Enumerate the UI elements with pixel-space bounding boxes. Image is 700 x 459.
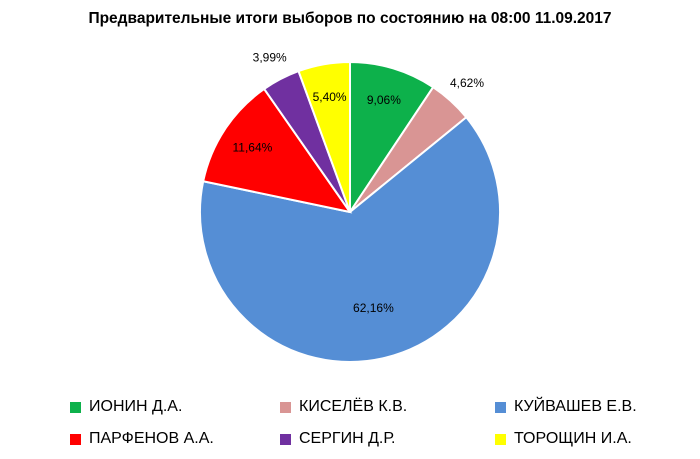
legend-item-ionin: ИОНИН Д.А.: [70, 398, 280, 416]
legend-item-toroshchin: ТОРОЩИН И.А.: [495, 430, 670, 448]
legend-label: КИСЕЛЁВ К.В.: [299, 398, 408, 415]
pie-slice-ionin: [349, 60, 435, 216]
data-label-kiselev: 4,62%: [450, 76, 484, 90]
legend-swatch: [280, 433, 291, 445]
data-label-kuyvashev: 62,16%: [353, 301, 394, 315]
data-label-toroshchin: 5,40%: [313, 90, 347, 104]
legend-swatch: [495, 433, 506, 445]
legend-label: ТОРОЩИН И.А.: [514, 430, 632, 447]
legend-swatch: [280, 401, 291, 413]
data-label-ionin: 9,06%: [367, 93, 401, 107]
legend-label: ПАРФЕНОВ А.А.: [89, 430, 214, 447]
chart-legend: ИОНИН Д.А. КИСЕЛЁВ К.В. КУЙВАШЕВ Е.В. ПА…: [70, 398, 670, 448]
pie-chart: 9,06% 4,62% 62,16% 11,64% 3,99% 5,40%: [198, 51, 501, 363]
chart-title: Предварительные итоги выборов по состоян…: [88, 10, 612, 27]
pie-slice-parfenov: [202, 87, 353, 214]
legend-label: СЕРГИН Д.Р.: [299, 430, 396, 447]
data-label-sergin: 3,99%: [253, 51, 287, 65]
legend-item-kiselev: КИСЕЛЁВ К.В.: [280, 398, 495, 416]
legend-swatch: [70, 433, 81, 445]
legend-swatch: [495, 401, 506, 413]
legend-swatch: [70, 401, 81, 413]
data-label-parfenov: 11,64%: [232, 141, 272, 155]
legend-label: ИОНИН Д.А.: [89, 398, 183, 415]
legend-label: КУЙВАШЕВ Е.В.: [514, 398, 637, 415]
legend-item-parfenov: ПАРФЕНОВ А.А.: [70, 430, 280, 448]
legend-item-kuyvashev: КУЙВАШЕВ Е.В.: [495, 398, 670, 416]
legend-item-sergin: СЕРГИН Д.Р.: [280, 430, 495, 448]
pie-slice-kuyvashev: [198, 115, 501, 363]
pie-slice-toroshchin: [297, 60, 351, 213]
